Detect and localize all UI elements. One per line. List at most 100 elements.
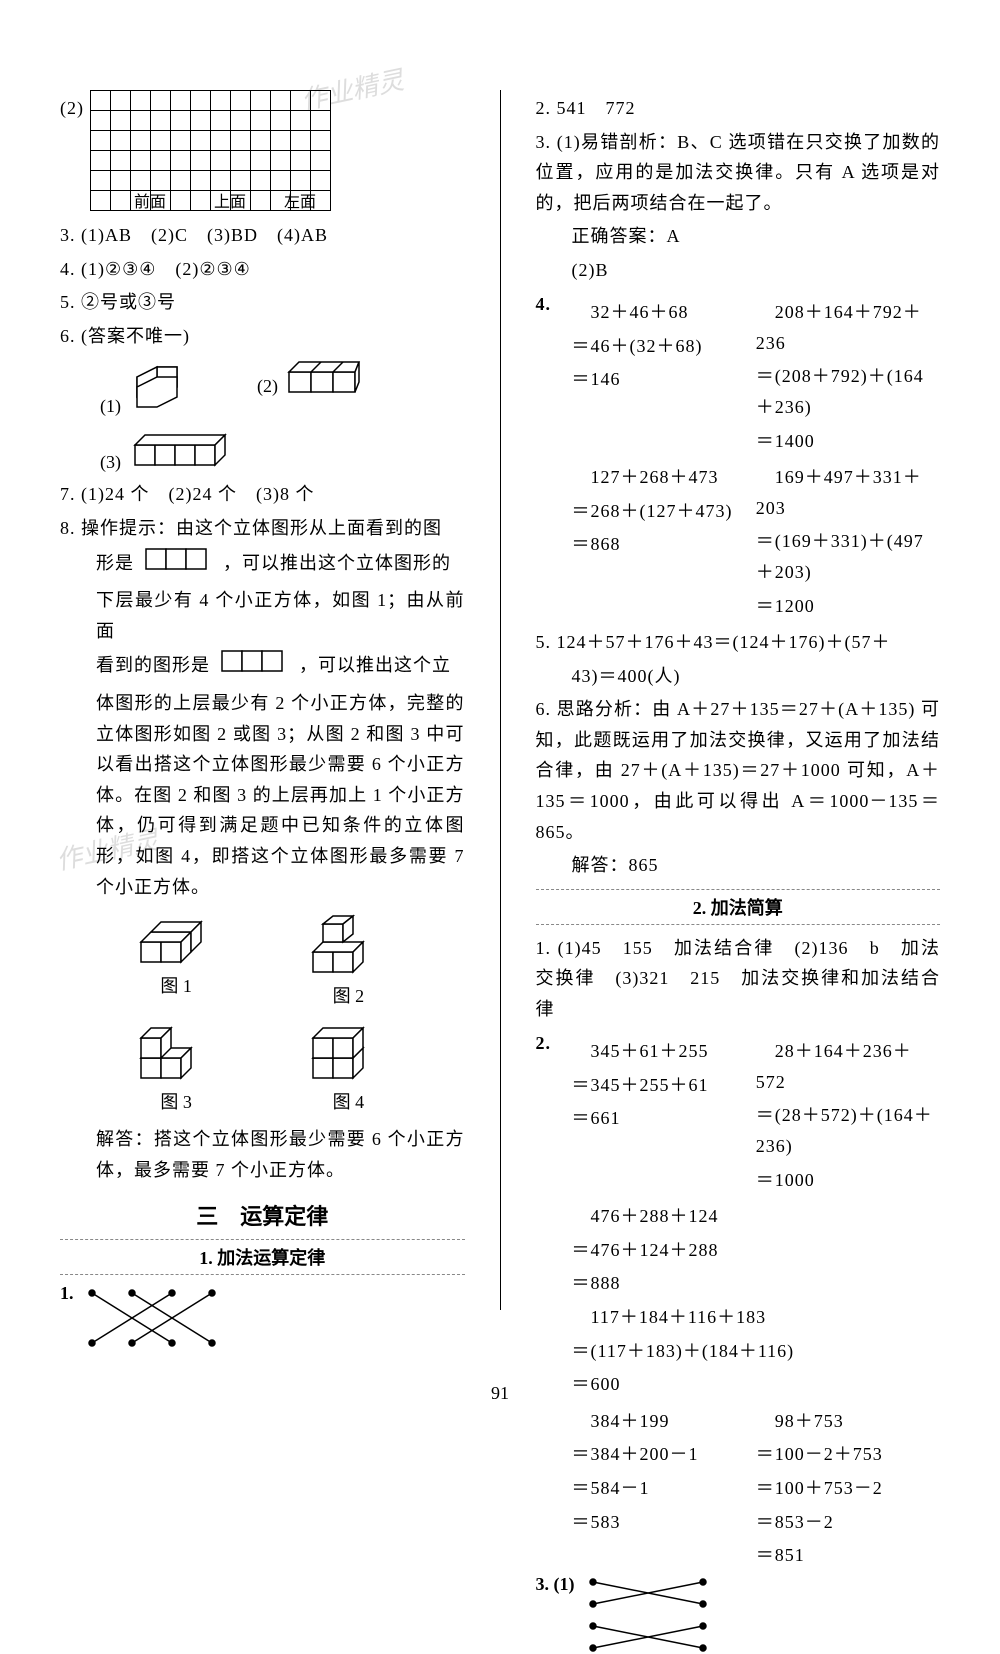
eq-block-2c: 476＋288＋124 ＝476＋124＋288 ＝888 117＋184＋11…: [536, 1201, 941, 1400]
label: 2.: [536, 1033, 552, 1053]
eq: ＝100＋753－2: [756, 1473, 940, 1504]
item-6-shapes-row2: (3): [100, 423, 465, 473]
item-4: 4. (1)②③④ (2)②③④: [60, 254, 465, 285]
section-3-title: 三 运算定律: [60, 1199, 465, 1231]
r2-item-1: 1. (1)45 155 加法结合律 (2)136 b 加法交换律 (3)321…: [536, 933, 941, 1025]
item-8-line-shape1: 形是 ，可以推出这个立体图形的: [60, 547, 465, 583]
r-item-5-2: 43)＝400(人): [536, 661, 941, 692]
eq: ＝268＋(127＋473): [572, 496, 756, 527]
label: 1.: [60, 1283, 74, 1304]
text: ，可以推出这个立体图形的: [223, 552, 451, 572]
eq: ＝868: [572, 529, 756, 560]
r-item-2: 2. 541 772: [536, 93, 941, 124]
r-item-3-ans: 正确答案：A: [536, 221, 941, 252]
eq: 384＋199: [572, 1406, 756, 1437]
item-8-lead: 8. 操作提示：由这个立体图形从上面看到的图: [60, 513, 465, 544]
eq-block-4b: 127＋268＋473 ＝268＋(127＋473) ＝868 169＋497＋…: [536, 459, 941, 624]
cube-shape-3: [127, 423, 227, 473]
column-divider: [500, 90, 501, 1310]
subsection-1-title: 1. 加法运算定律: [60, 1239, 465, 1275]
item-8-line-shape2: 看到的图形是 ，可以推出这个立: [60, 649, 465, 685]
eq: 208＋164＋792＋236: [756, 297, 940, 358]
item-1-matching: 1.: [60, 1283, 465, 1353]
eq: ＝661: [572, 1103, 756, 1134]
sub-label: (1): [100, 396, 121, 417]
text: 形是: [96, 552, 134, 572]
eq: ＝384＋200－1: [572, 1439, 756, 1470]
item-5: 5. ②号或③号: [60, 287, 465, 318]
r-item-6-lead: 6. 思路分析：由 A＋27＋135＝27＋(A＋135) 可知，此题既运用了加…: [536, 694, 941, 847]
eq: ＝1400: [756, 426, 940, 457]
grid-label-front: 前面: [110, 188, 190, 212]
eq: 476＋288＋124: [572, 1201, 941, 1232]
grid-label-top: 上面: [200, 188, 260, 212]
eq: 117＋184＋116＋183: [572, 1302, 941, 1333]
fig-label: 图 4: [333, 1088, 365, 1114]
item-6: 6. (答案不唯一): [60, 321, 465, 352]
item-8-body: 体图形的上层最少有 2 个小正方体，完整的立体图形如图 2 或图 3；从图 2 …: [60, 688, 465, 902]
eq: ＝851: [756, 1540, 940, 1571]
matching-diagram-1: [82, 1283, 232, 1353]
eq: ＝146: [572, 364, 756, 395]
eq-block-4a: 32＋46＋68 ＝46＋(32＋68) ＝146 208＋164＋792＋23…: [536, 294, 941, 459]
eq: ＝1000: [756, 1165, 940, 1196]
fig-4: [303, 1018, 393, 1088]
r2-item-3: 3. (1): [536, 1574, 941, 1654]
eq: ＝(208＋792)＋(164＋236): [756, 361, 940, 422]
sub-label: (3): [100, 452, 121, 473]
subsection-2-title: 2. 加法简算: [536, 889, 941, 925]
eq: ＝1200: [756, 591, 940, 622]
r-item-5-1: 5. 124＋57＋176＋43＝(124＋176)＋(57＋: [536, 627, 941, 658]
item-7: 7. (1)24 个 (2)24 个 (3)8 个: [60, 479, 465, 510]
eq: 32＋46＋68: [572, 297, 756, 328]
item-8-p2: 下层最少有 4 个小正方体，如图 1；由从前面: [60, 585, 465, 646]
cube-shape-2: [284, 357, 364, 397]
item-2-label: (2): [60, 93, 84, 124]
text: ，可以推出这个立: [299, 655, 451, 675]
label: 4.: [536, 294, 552, 314]
eq: ＝853－2: [756, 1507, 940, 1538]
item-8-answer: 解答：搭这个立体图形最少需要 6 个小正方体，最多需要 7 个小正方体。: [60, 1124, 465, 1185]
eq: ＝345＋255＋61: [572, 1070, 756, 1101]
eq: ＝476＋124＋288: [572, 1235, 941, 1266]
eq: 169＋497＋331＋203: [756, 462, 940, 523]
eq: ＝583: [572, 1507, 756, 1538]
item-3: 3. (1)AB (2)C (3)BD (4)AB: [60, 220, 465, 251]
eq: ＝888: [572, 1268, 941, 1299]
eq: ＝584－1: [572, 1473, 756, 1504]
top-view-shape: [144, 547, 214, 573]
eq: ＝(28＋572)＋(164＋236): [756, 1100, 940, 1161]
eq-block-2a: 345＋61＋255 ＝345＋255＋61 ＝661 28＋164＋236＋5…: [536, 1033, 941, 1198]
eq: ＝(117＋183)＋(184＋116): [572, 1336, 941, 1367]
fig-2: [303, 912, 393, 982]
eq: ＝46＋(32＋68): [572, 331, 756, 362]
eq: 345＋61＋255: [572, 1036, 756, 1067]
fig-label: 图 2: [333, 982, 365, 1008]
fig-label: 图 1: [160, 972, 192, 998]
two-column-layout: (2) 前面 上面 左面 3. (1)AB (2)C (3)BD (4)AB 4…: [60, 90, 940, 1310]
cube-shape-1: [127, 357, 197, 417]
figure-row-1: 图 1 图 2: [90, 912, 435, 1008]
text: 看到的图形是: [96, 655, 210, 675]
fig-1: [131, 912, 221, 972]
eq: 98＋753: [756, 1406, 940, 1437]
item-6-shapes-row1: (1) (2): [100, 357, 465, 417]
eq: 28＋164＋236＋572: [756, 1036, 940, 1097]
eq-block-2e: 384＋199 ＝384＋200－1 ＝584－1 ＝583 98＋753 ＝1…: [536, 1403, 941, 1574]
right-column: 2. 541 772 3. (1)易错剖析：B、C 选项错在只交换了加数的位置，…: [536, 90, 941, 1310]
eq: ＝100－2＋753: [756, 1439, 940, 1470]
eq: 127＋268＋473: [572, 462, 756, 493]
figure-row-2: 图 3 图 4: [90, 1018, 435, 1114]
matching-diagram-2: [583, 1574, 723, 1654]
eq: ＝(169＋331)＋(497＋203): [756, 526, 940, 587]
sub-label: (2): [257, 376, 278, 397]
fig-3: [131, 1018, 221, 1088]
grid-figure: 前面 上面 左面: [90, 90, 330, 212]
fig-label: 图 3: [160, 1088, 192, 1114]
r-item-3-2: (2)B: [536, 255, 941, 286]
r-item-6-ans: 解答：865: [536, 850, 941, 881]
left-column: (2) 前面 上面 左面 3. (1)AB (2)C (3)BD (4)AB 4…: [60, 90, 465, 1310]
label: 3. (1): [536, 1574, 575, 1595]
grid-label-left: 左面: [270, 188, 330, 212]
page-number: 91: [0, 1383, 1000, 1404]
